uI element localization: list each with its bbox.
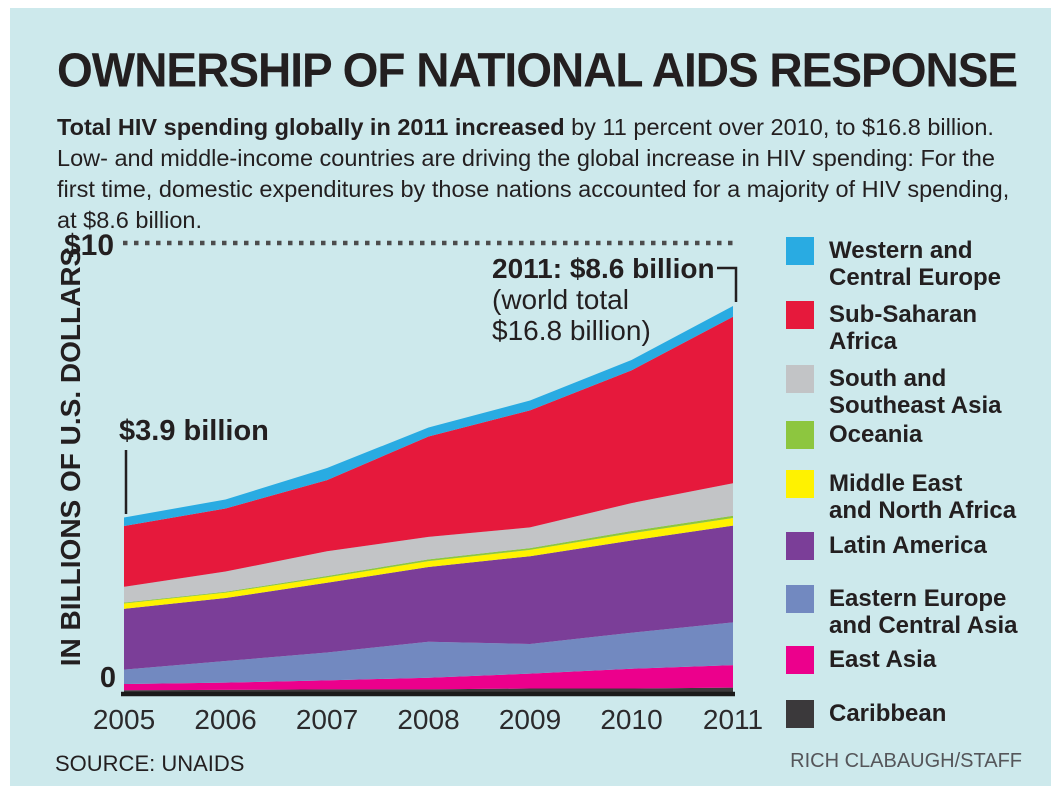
intro-body-text: by 11 percent over 2010, to $16.8 billio…	[57, 113, 1010, 233]
legend-swatch-latin-america	[786, 532, 814, 560]
annotation-2011-line3: $16.8 billion)	[492, 315, 651, 346]
area-band-caribbean	[124, 687, 733, 693]
legend-item-south-and-southeast-asia: South and Southeast Asia	[786, 365, 1002, 419]
year-label-2006: 2006	[194, 704, 257, 735]
legend-item-middle-east-and-north-africa: Middle East and North Africa	[786, 470, 1016, 524]
legend-swatch-sub-saharan-africa	[786, 301, 814, 329]
legend-label: East Asia	[829, 646, 937, 673]
legend-item-latin-america: Latin America	[786, 532, 987, 560]
legend-label: Middle East and North Africa	[829, 470, 1017, 524]
year-label-2005: 2005	[92, 704, 156, 735]
legend-label: Eastern Europe and Central Asia	[829, 585, 1018, 639]
area-band-middle-east-and-north-africa	[124, 517, 733, 609]
y-zero-tick-label: 0	[99, 662, 116, 694]
legend-swatch-east-asia	[786, 646, 814, 674]
legend-item-east-asia: East Asia	[786, 646, 936, 674]
area-band-oceania	[124, 515, 733, 604]
legend-item-sub-saharan-africa: Sub-Saharan Africa	[786, 301, 977, 355]
legend-label: Sub-Saharan Africa	[829, 301, 978, 355]
year-label-2011: 2011	[702, 704, 764, 735]
legend-label: South and Southeast Asia	[829, 365, 1002, 419]
legend-label: Western and Central Europe	[829, 237, 1002, 291]
annotation-2011-value: 2011: $8.6 billion (world total $16.8 bi…	[492, 253, 715, 346]
headline: OWNERSHIP OF NATIONAL AIDS RESPONSE	[57, 42, 1018, 97]
legend-swatch-caribbean	[786, 700, 814, 728]
year-label-2009: 2009	[498, 704, 562, 735]
legend-swatch-western-and-central-europe	[786, 237, 814, 265]
area-band-latin-america	[124, 525, 733, 670]
legend-label: Latin America	[829, 532, 987, 559]
legend-swatch-oceania	[786, 421, 814, 449]
legend-swatch-middle-east-and-north-africa	[786, 470, 814, 498]
stacked-area-bands	[124, 306, 733, 693]
annotation-2005-value: $3.9 billion	[119, 415, 269, 447]
legend-label: Caribbean	[829, 700, 947, 727]
area-band-south-and-southeast-asia	[124, 483, 733, 603]
area-band-sub-saharan-africa	[124, 316, 733, 587]
year-label-2007: 2007	[295, 704, 359, 735]
annotation-2011-line1: 2011: $8.6 billion	[492, 253, 715, 284]
source-label: SOURCE: UNAIDS	[55, 751, 245, 776]
legend-swatch-eastern-europe-and-central-asia	[786, 585, 814, 613]
legend-label: Oceania	[829, 421, 923, 448]
intro-paragraph: Total HIV spending globally in 2011 incr…	[57, 112, 1017, 236]
bracket-line-2011	[717, 266, 738, 302]
area-band-eastern-europe-and-central-asia	[124, 622, 733, 684]
annotation-2011-line2: (world total	[492, 284, 629, 315]
intro-bold-lead: Total HIV spending globally in 2011 incr…	[57, 113, 565, 140]
legend-item-oceania: Oceania	[786, 421, 922, 449]
year-label-2008: 2008	[397, 704, 460, 735]
legend-item-eastern-europe-and-central-asia: Eastern Europe and Central Asia	[786, 585, 1018, 639]
year-label-2010: 2010	[600, 704, 663, 735]
y-max-tick-label: $10	[64, 229, 115, 262]
area-band-east-asia	[124, 665, 733, 691]
y-axis-title: IN BILLIONS OF U.S. DOLLARS	[55, 247, 86, 667]
legend-item-caribbean: Caribbean	[786, 700, 946, 728]
legend-swatch-south-and-southeast-asia	[786, 365, 814, 393]
credit-label: RICH CLABAUGH/STAFF	[790, 750, 1022, 772]
legend-item-western-and-central-europe: Western and Central Europe	[786, 237, 1001, 291]
